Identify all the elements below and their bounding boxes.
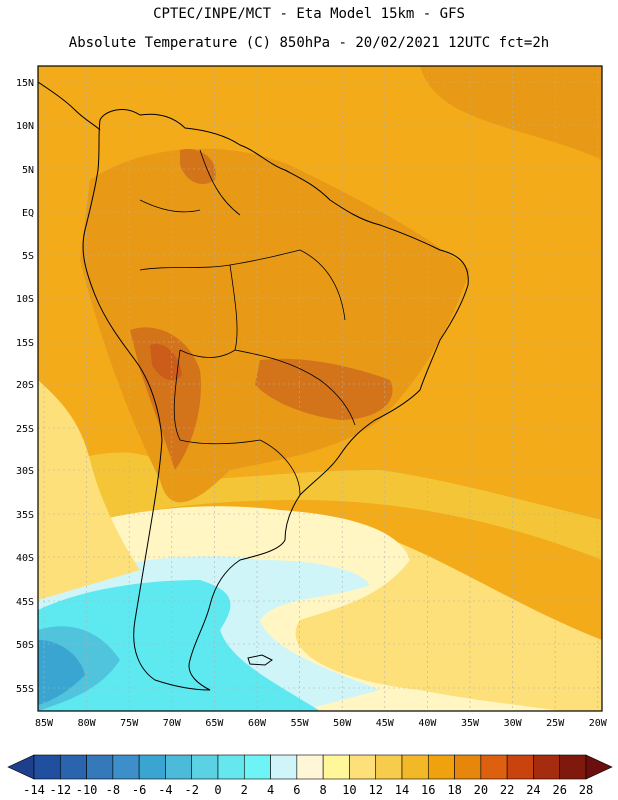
colorbar-bin bbox=[427, 754, 455, 780]
field-warm-ne bbox=[420, 66, 602, 160]
field-hot-andes bbox=[130, 327, 201, 470]
temperature-map: 15N 10N 5N EQ 5S 10S 15S 20S 25S 30S 35S 40S 45S 50S 5… bbox=[16, 65, 608, 729]
field-blue bbox=[38, 640, 85, 705]
colorbar-label: 20 bbox=[474, 783, 488, 797]
falkland-islands bbox=[247, 654, 273, 666]
lat-label: 5S bbox=[22, 251, 34, 262]
lat-label: 20S bbox=[16, 380, 34, 391]
colorbar-label: 4 bbox=[267, 783, 274, 797]
colorbar-label: -14 bbox=[23, 783, 45, 797]
chart-title-line2: Absolute Temperature (C) 850hPa - 20/02/… bbox=[68, 35, 550, 51]
lat-label: 35S bbox=[16, 510, 34, 521]
latitude-tick-labels: 15N 10N 5N EQ 5S 10S 15S 20S 25S 30S 35S 40S 45S 50S 5… bbox=[16, 78, 34, 695]
country-borders bbox=[139, 149, 356, 496]
colorbar-label: 16 bbox=[421, 783, 435, 797]
lat-label: 15N bbox=[16, 78, 34, 89]
colorbar-max-arrow bbox=[585, 754, 613, 780]
colorbar-label: -2 bbox=[184, 783, 198, 797]
lon-label: 55W bbox=[291, 718, 310, 729]
colorbar-label: 28 bbox=[579, 783, 593, 797]
lon-label: 75W bbox=[120, 718, 139, 729]
colorbar-bin bbox=[375, 754, 403, 780]
colorbar-label: -8 bbox=[106, 783, 120, 797]
colorbar-bin bbox=[243, 754, 271, 780]
map-frame bbox=[37, 65, 603, 712]
colorbar-min-arrow bbox=[7, 754, 35, 780]
colorbar-bin bbox=[270, 754, 298, 780]
colorbar-bin bbox=[349, 754, 377, 780]
lat-label: 50S bbox=[16, 640, 34, 651]
lon-label: 70W bbox=[163, 718, 182, 729]
colorbar-bin bbox=[559, 754, 587, 780]
field-west-cool bbox=[38, 380, 140, 600]
colorbar-label: -10 bbox=[76, 783, 98, 797]
colorbar-label: 0 bbox=[214, 783, 221, 797]
colorbar-label: 22 bbox=[500, 783, 514, 797]
lat-label: 55S bbox=[16, 684, 34, 695]
south-america-coastline bbox=[82, 109, 469, 691]
lat-lon-grid bbox=[38, 66, 602, 711]
colorbar-bin bbox=[86, 754, 114, 780]
field-hotter bbox=[150, 344, 182, 381]
colorbar-bin bbox=[533, 754, 561, 780]
colorbar-label: 12 bbox=[368, 783, 382, 797]
colorbar-bin bbox=[322, 754, 350, 780]
colorbar-label: -4 bbox=[158, 783, 172, 797]
lon-label: 50W bbox=[333, 718, 352, 729]
colorbar-label: 8 bbox=[320, 783, 327, 797]
lon-label: 65W bbox=[205, 718, 224, 729]
colorbar-bin bbox=[191, 754, 219, 780]
lon-label: 45W bbox=[376, 718, 395, 729]
colorbar-bin bbox=[165, 754, 193, 780]
colorbar-bin bbox=[296, 754, 324, 780]
colorbar-bin bbox=[480, 754, 508, 780]
colorbar-bin bbox=[506, 754, 534, 780]
colorbar-labels: -14 -12 -10 -8 -6 -4 -2 0 2 4 6 8 10 12 14 16 18 20 22 24 26… bbox=[23, 783, 593, 797]
lat-label: 25S bbox=[16, 424, 34, 435]
colorbar-label: 10 bbox=[342, 783, 356, 797]
central-america-coastline bbox=[38, 81, 101, 131]
lon-label: 35W bbox=[461, 718, 480, 729]
lat-label: EQ bbox=[22, 208, 34, 219]
lon-label: 25W bbox=[546, 718, 565, 729]
lat-label: 15S bbox=[16, 338, 34, 349]
colorbar-bin bbox=[217, 754, 245, 780]
colorbar-label: 6 bbox=[293, 783, 300, 797]
lat-label: 40S bbox=[16, 553, 34, 564]
field-hot-north bbox=[180, 149, 216, 185]
lon-label: 60W bbox=[248, 718, 267, 729]
colorbar-label: -6 bbox=[132, 783, 146, 797]
colorbar-bin bbox=[454, 754, 482, 780]
chart-title-line1: CPTEC/INPE/MCT - Eta Model 15km - GFS bbox=[153, 6, 465, 22]
colorbar-label: 26 bbox=[552, 783, 566, 797]
lat-label: 30S bbox=[16, 466, 34, 477]
longitude-tick-labels: 85W 80W 75W 70W 65W 60W 55W 50W 45W 40W 35W 30W 25W 2… bbox=[35, 718, 608, 729]
colorbar-label: 24 bbox=[526, 783, 540, 797]
colorbar-bin bbox=[59, 754, 87, 780]
lat-label: 10S bbox=[16, 294, 34, 305]
field-hot-central bbox=[255, 358, 393, 420]
colorbar-label: 18 bbox=[447, 783, 461, 797]
colorbar-label: -12 bbox=[49, 783, 71, 797]
lon-label: 30W bbox=[504, 718, 523, 729]
lon-label: 80W bbox=[78, 718, 97, 729]
lat-label: 10N bbox=[16, 121, 34, 132]
colorbar: -14 -12 -10 -8 -6 -4 -2 0 2 4 6 8 10 12 14 16 18 20 22 24 26… bbox=[7, 754, 613, 797]
lat-label: 45S bbox=[16, 597, 34, 608]
colorbar-bin bbox=[138, 754, 166, 780]
colorbar-boxes bbox=[7, 754, 613, 780]
lon-label: 40W bbox=[418, 718, 437, 729]
colorbar-label: 14 bbox=[395, 783, 409, 797]
field-cyan bbox=[38, 580, 320, 711]
colorbar-bin bbox=[112, 754, 140, 780]
lon-label: 85W bbox=[35, 718, 54, 729]
colorbar-bin bbox=[401, 754, 429, 780]
colorbar-label: 2 bbox=[241, 783, 248, 797]
lat-label: 5N bbox=[22, 165, 34, 176]
colorbar-bin bbox=[33, 754, 61, 780]
lon-label: 20W bbox=[589, 718, 608, 729]
